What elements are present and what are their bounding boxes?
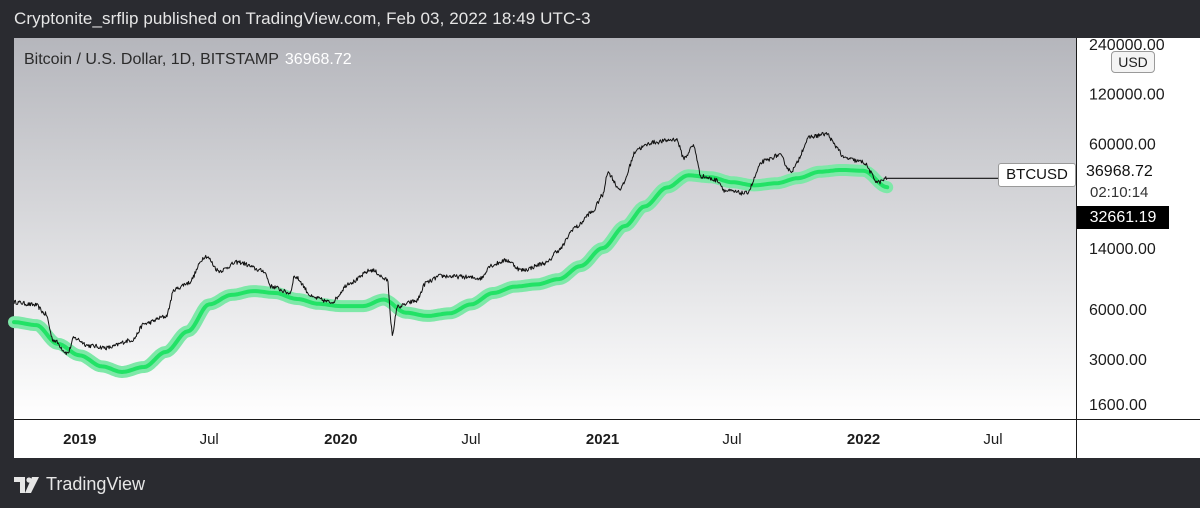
time-tick-label: Jul: [983, 431, 1002, 448]
last-price-label: 36968.72: [1086, 163, 1153, 180]
time-tick-label: Jul: [461, 431, 480, 448]
time-tick-label: Jul: [722, 431, 741, 448]
price-tick-label: 14000.00: [1089, 241, 1156, 258]
time-tick-label: 2019: [63, 431, 96, 448]
ticker-label: BTCUSD: [998, 163, 1076, 187]
plot-area[interactable]: [14, 38, 1076, 419]
price-line: [13, 131, 888, 356]
moving-average-price-label: 32661.19: [1077, 206, 1169, 229]
price-tick-label: 240000.00: [1089, 37, 1165, 54]
price-tick-label: 6000.00: [1089, 302, 1147, 319]
brand-name: TradingView: [46, 474, 146, 494]
time-tick-label: 2020: [324, 431, 357, 448]
scale-corner: [1076, 419, 1200, 458]
currency-button[interactable]: USD: [1111, 51, 1155, 73]
price-tick-label: 3000.00: [1089, 352, 1147, 369]
legend-last-price: 36968.72: [284, 51, 352, 68]
bar-countdown: 02:10:14: [1090, 184, 1149, 201]
time-tick-label: 2021: [586, 431, 619, 448]
price-tick-label: 60000.00: [1089, 136, 1156, 153]
time-tick-label: Jul: [200, 431, 219, 448]
publish-info: Cryptonite_srflip published on TradingVi…: [14, 9, 591, 28]
tradingview-logo-icon: [14, 476, 39, 493]
price-tick-label: 1600.00: [1089, 397, 1147, 414]
symbol-name: Bitcoin / U.S. Dollar, 1D, BITSTAMP: [24, 51, 279, 68]
brand[interactable]: TradingView: [14, 474, 145, 495]
time-tick-label: 2022: [847, 431, 880, 448]
price-tick-label: 120000.00: [1089, 87, 1165, 104]
symbol-legend[interactable]: Bitcoin / U.S. Dollar, 1D, BITSTAMP 36968…: [24, 51, 352, 69]
moving-average-line: [12, 168, 890, 374]
time-scale-panel[interactable]: [14, 419, 1076, 458]
